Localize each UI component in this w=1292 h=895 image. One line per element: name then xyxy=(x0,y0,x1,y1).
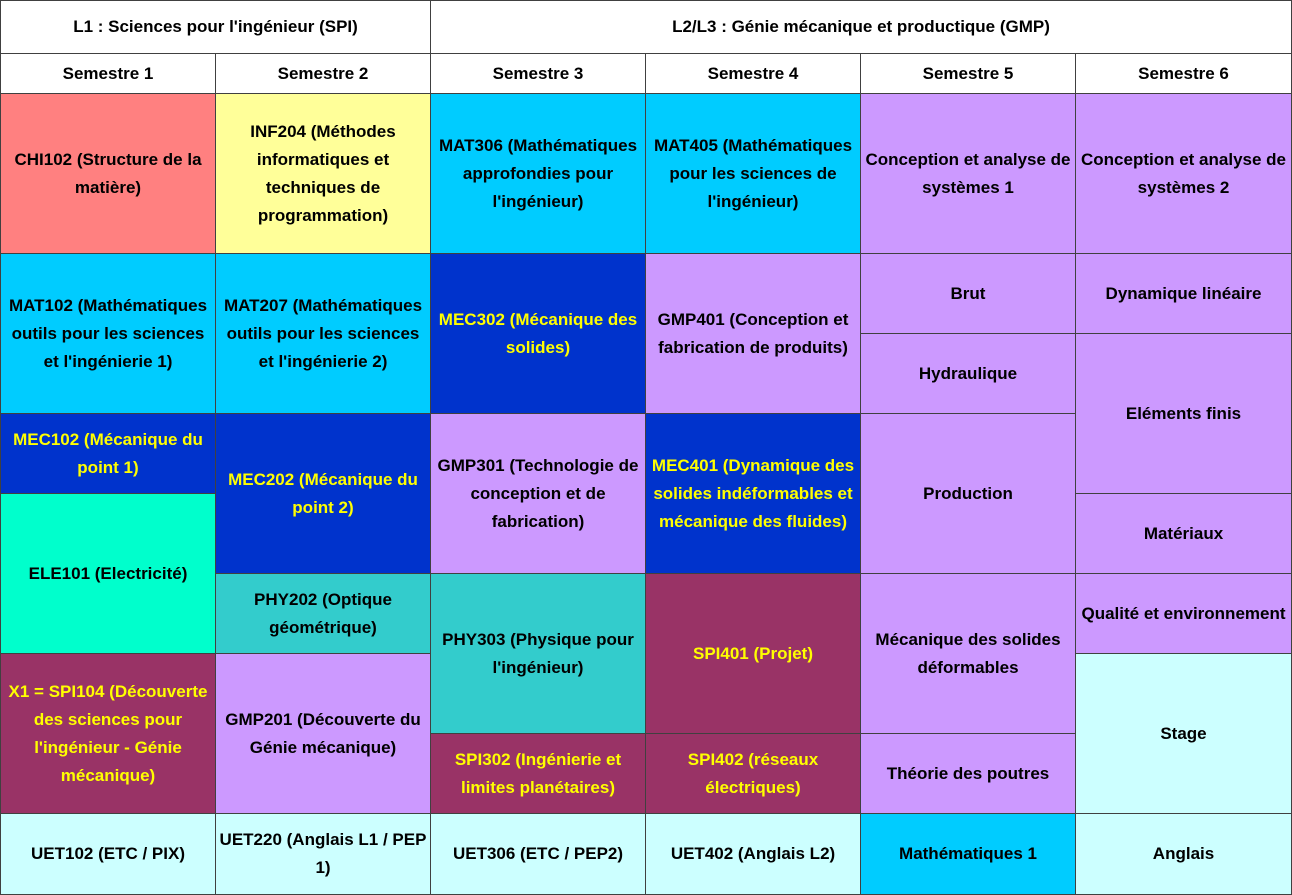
header-semestre-1: Semestre 1 xyxy=(0,53,216,94)
course-ele101: ELE101 (Electricité) xyxy=(0,493,216,654)
header-semestre-2: Semestre 2 xyxy=(215,53,431,94)
course-inf204: INF204 (Méthodes informatiques et techni… xyxy=(215,93,431,254)
course-conception-analyse-1: Conception et analyse de systèmes 1 xyxy=(860,93,1076,254)
course-mec102: MEC102 (Mécanique du point 1) xyxy=(0,413,216,494)
course-uet102: UET102 (ETC / PIX) xyxy=(0,813,216,895)
course-gmp301: GMP301 (Technologie de conception et de … xyxy=(430,413,646,574)
course-mathematiques-1: Mathématiques 1 xyxy=(860,813,1076,895)
course-materiaux: Matériaux xyxy=(1075,493,1292,574)
course-production: Production xyxy=(860,413,1076,574)
course-phy202: PHY202 (Optique géométrique) xyxy=(215,573,431,654)
course-hydraulique: Hydraulique xyxy=(860,333,1076,414)
course-mec302: MEC302 (Mécanique des solides) xyxy=(430,253,646,414)
course-uet306: UET306 (ETC / PEP2) xyxy=(430,813,646,895)
course-spi402: SPI402 (réseaux électriques) xyxy=(645,733,861,814)
course-uet402: UET402 (Anglais L2) xyxy=(645,813,861,895)
course-brut: Brut xyxy=(860,253,1076,334)
header-semestre-6: Semestre 6 xyxy=(1075,53,1292,94)
course-elements-finis: Eléments finis xyxy=(1075,333,1292,494)
header-semestre-5: Semestre 5 xyxy=(860,53,1076,94)
course-spi302: SPI302 (Ingénierie et limites planétaire… xyxy=(430,733,646,814)
course-stage: Stage xyxy=(1075,653,1292,814)
course-mat405: MAT405 (Mathématiques pour les sciences … xyxy=(645,93,861,254)
course-anglais: Anglais xyxy=(1075,813,1292,895)
course-phy303: PHY303 (Physique pour l'ingénieur) xyxy=(430,573,646,734)
course-conception-analyse-2: Conception et analyse de systèmes 2 xyxy=(1075,93,1292,254)
course-dynamique-lineaire: Dynamique linéaire xyxy=(1075,253,1292,334)
course-qualite-environnement: Qualité et environnement xyxy=(1075,573,1292,654)
course-mec401: MEC401 (Dynamique des solides indéformab… xyxy=(645,413,861,574)
course-mat207: MAT207 (Mathématiques outils pour les sc… xyxy=(215,253,431,414)
header-semestre-3: Semestre 3 xyxy=(430,53,646,94)
course-theorie-poutres: Théorie des poutres xyxy=(860,733,1076,814)
course-mec202: MEC202 (Mécanique du point 2) xyxy=(215,413,431,574)
header-l2-l3: L2/L3 : Génie mécanique et productique (… xyxy=(430,0,1292,54)
header-l1: L1 : Sciences pour l'ingénieur (SPI) xyxy=(0,0,431,54)
course-mat306: MAT306 (Mathématiques approfondies pour … xyxy=(430,93,646,254)
course-spi104: X1 = SPI104 (Découverte des sciences pou… xyxy=(0,653,216,814)
course-gmp201: GMP201 (Découverte du Génie mécanique) xyxy=(215,653,431,814)
course-gmp401: GMP401 (Conception et fabrication de pro… xyxy=(645,253,861,414)
course-chi102: CHI102 (Structure de la matière) xyxy=(0,93,216,254)
course-mat102: MAT102 (Mathématiques outils pour les sc… xyxy=(0,253,216,414)
course-mecanique-solides-deformables: Mécanique des solides déformables xyxy=(860,573,1076,734)
header-semestre-4: Semestre 4 xyxy=(645,53,861,94)
course-uet220: UET220 (Anglais L1 / PEP 1) xyxy=(215,813,431,895)
course-spi401: SPI401 (Projet) xyxy=(645,573,861,734)
